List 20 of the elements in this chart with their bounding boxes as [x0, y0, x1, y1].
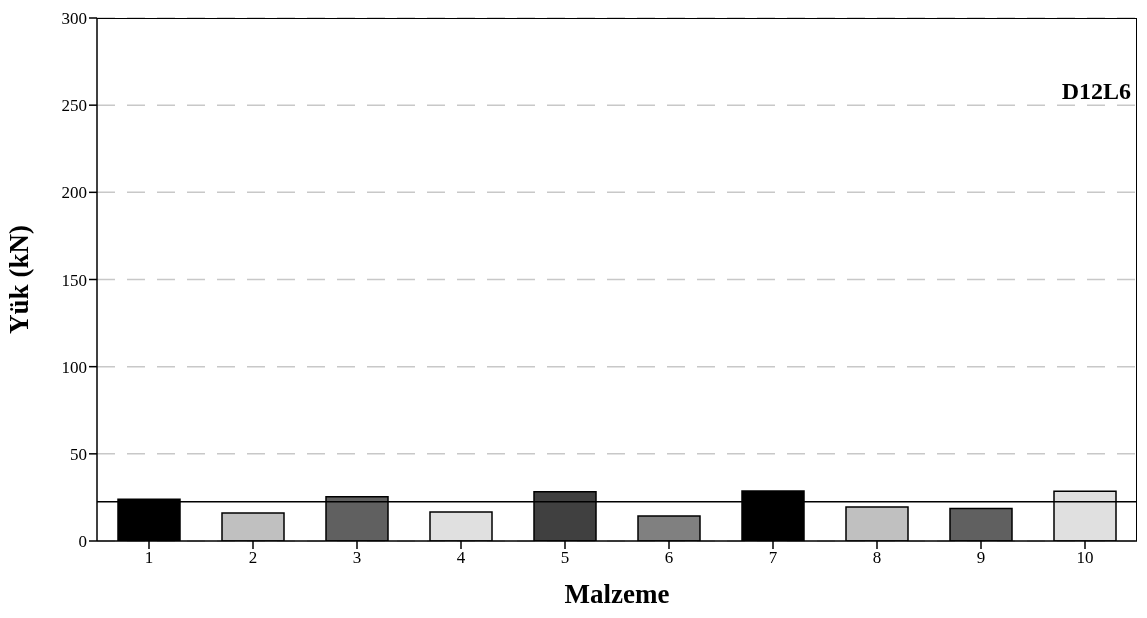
y-tick-label: 150 — [61, 270, 87, 290]
y-tick-label: 100 — [61, 357, 87, 377]
y-tick-label: 300 — [61, 9, 87, 29]
x-tick-label: 6 — [664, 548, 674, 568]
y-tick-label: 200 — [61, 183, 87, 203]
y-tick-label: 250 — [61, 96, 87, 116]
y-axis-title: Yük (kN) — [3, 225, 34, 334]
x-tick-label: 3 — [352, 548, 362, 568]
x-tick-label: 8 — [872, 548, 882, 568]
x-tick-label: 7 — [768, 548, 778, 568]
x-tick-label: 9 — [976, 548, 986, 568]
x-axis-title: Malzeme — [564, 579, 670, 609]
x-tick-label: 4 — [456, 548, 466, 568]
y-tick-label: 0 — [78, 532, 87, 552]
x-tick-label: 5 — [560, 548, 570, 568]
annotation: D12L6 — [1061, 78, 1131, 105]
y-tick-label: 50 — [70, 444, 87, 464]
x-tick-label: 2 — [248, 548, 258, 568]
x-tick-label: 10 — [1076, 548, 1094, 568]
x-tick-label: 1 — [144, 548, 154, 568]
